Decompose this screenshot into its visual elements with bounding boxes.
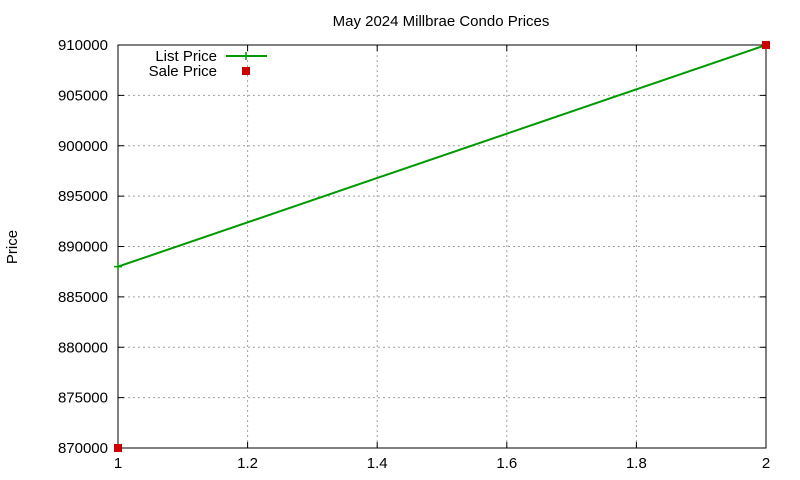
x-tick-label: 1.6 bbox=[496, 455, 517, 472]
legend-label: Sale Price bbox=[149, 63, 217, 80]
y-tick-label: 890000 bbox=[58, 239, 108, 256]
series-line bbox=[117, 44, 767, 268]
y-tick-label: 885000 bbox=[58, 289, 108, 306]
chart-title: May 2024 Millbrae Condo Prices bbox=[333, 13, 550, 30]
legend-marker-plus bbox=[242, 52, 250, 60]
y-tick-label: 870000 bbox=[58, 440, 108, 457]
legend-marker-square bbox=[242, 67, 250, 75]
y-tick-label: 900000 bbox=[58, 138, 108, 155]
data-point-square bbox=[762, 41, 770, 49]
axis-ticks: 870000 875000 880000 885000 890000 895000 9000… bbox=[58, 37, 770, 472]
y-tick-label: 875000 bbox=[58, 390, 108, 407]
y-axis-label: Price bbox=[4, 230, 21, 264]
x-tick-label: 1 bbox=[114, 455, 122, 472]
x-tick-label: 1.8 bbox=[626, 455, 647, 472]
y-tick-label: 905000 bbox=[58, 87, 108, 104]
grid-lines bbox=[118, 45, 766, 448]
y-tick-label: 895000 bbox=[58, 188, 108, 205]
series-sale-price bbox=[114, 41, 770, 452]
x-tick-label: 2 bbox=[762, 455, 770, 472]
x-tick-label: 1.2 bbox=[237, 455, 258, 472]
y-tick-label: 910000 bbox=[58, 37, 108, 54]
series-layer bbox=[114, 41, 770, 452]
data-point-plus bbox=[114, 262, 122, 271]
y-tick-label: 880000 bbox=[58, 339, 108, 356]
legend-label: List Price bbox=[155, 48, 217, 65]
x-tick-label: 1.4 bbox=[367, 455, 388, 472]
data-point-square bbox=[114, 444, 122, 452]
